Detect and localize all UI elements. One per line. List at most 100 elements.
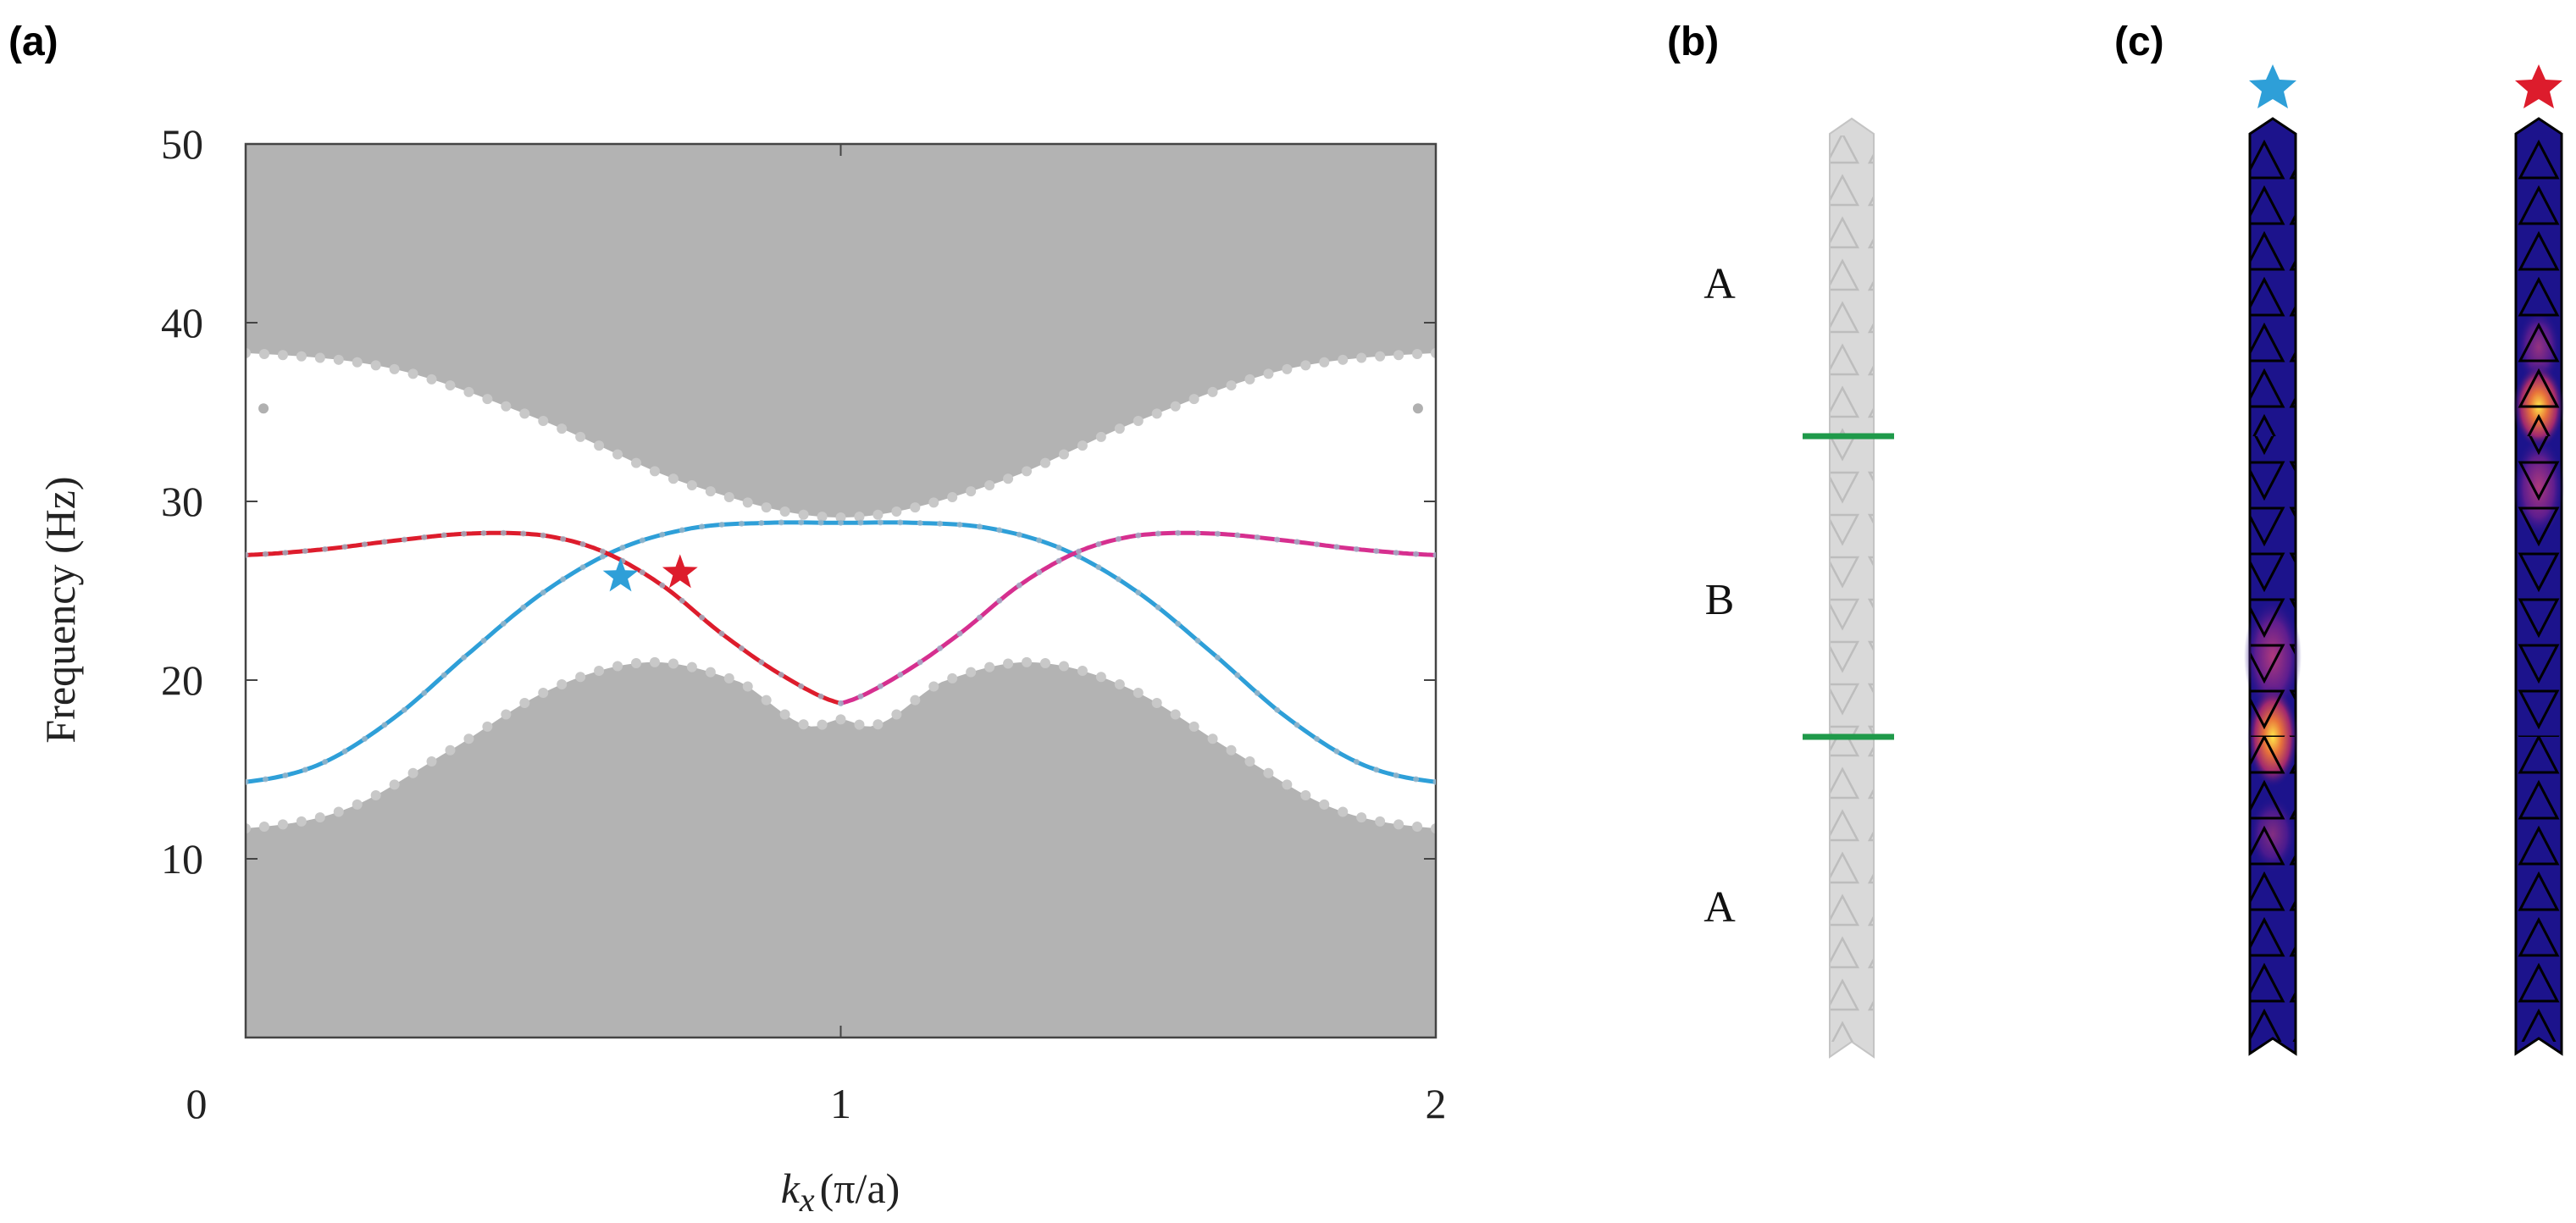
band-edge-dot — [705, 667, 716, 678]
series-point — [341, 748, 348, 755]
series-point — [1016, 531, 1022, 538]
strip-lattice-bottom — [1831, 737, 1873, 1042]
band-edge-dot — [445, 380, 456, 391]
series-point — [1016, 582, 1022, 589]
segment-label-top: A — [1703, 260, 1736, 308]
series-point — [1036, 569, 1043, 576]
series-point — [956, 630, 963, 637]
band-edge-dot — [612, 449, 623, 460]
series-point — [480, 529, 487, 536]
series-point — [1234, 532, 1241, 539]
series-point — [738, 520, 745, 527]
series-point — [1194, 529, 1201, 536]
series-point — [1254, 689, 1260, 696]
series-point — [996, 597, 1003, 604]
series-point — [877, 519, 884, 526]
band-edge-dot — [1226, 744, 1237, 755]
band-edge-dot — [1188, 394, 1199, 405]
band-edge-dot — [575, 672, 586, 683]
band-edge-dot — [966, 667, 977, 678]
series-point — [401, 536, 407, 543]
band-edge-dot — [854, 512, 865, 523]
band-edge-dot — [501, 709, 512, 720]
band-edge-dot — [246, 347, 251, 358]
series-point — [639, 569, 645, 576]
series-point — [917, 520, 923, 527]
band-edge-dot — [798, 509, 809, 520]
series-point — [1036, 537, 1043, 544]
x-axis-title-paren: (π/a) — [820, 1165, 900, 1212]
series-point — [718, 630, 725, 637]
series-point — [1155, 530, 1161, 537]
series-point — [838, 519, 844, 526]
band-edge-dot — [519, 697, 530, 708]
lattice-blue-middle — [2251, 436, 2295, 737]
lattice-red-bottom — [2517, 737, 2561, 1042]
band-edge-dot — [314, 352, 325, 363]
band-edge-dot — [246, 823, 251, 834]
series-point — [798, 683, 805, 689]
axis-ticks: 10 20 30 40 50 0 1 2 — [161, 120, 1447, 1127]
star-markers — [602, 554, 698, 592]
lower-bulk-band — [246, 661, 1436, 1038]
band-edge-dot — [1133, 687, 1144, 698]
series-point — [838, 700, 844, 706]
band-edge-dot — [1263, 767, 1274, 778]
lower-band-edge-dots — [246, 656, 1436, 834]
band-edge-dot — [519, 408, 530, 419]
band-edge-dot — [966, 486, 977, 497]
series-point — [1234, 672, 1241, 678]
band-edge-dot — [407, 368, 418, 379]
supercell-strip: A B A — [1703, 117, 1894, 1059]
series-point — [322, 759, 329, 766]
series-point — [857, 693, 864, 700]
lattice-blue-bottom — [2251, 737, 2295, 1042]
band-edge-dot — [742, 681, 753, 692]
band-edge-dot — [928, 497, 939, 508]
bulk-bands — [246, 144, 1436, 1038]
band-edge-dot — [1300, 360, 1311, 371]
band-edge-dot — [910, 695, 921, 706]
band-edge-dot — [538, 687, 549, 698]
series-point — [461, 654, 468, 661]
panel-label-b: (b) — [1667, 19, 1719, 64]
band-edge-dot — [1282, 363, 1293, 374]
band-edge-dot — [557, 423, 568, 434]
band-edge-dot — [426, 755, 437, 766]
series-point — [1274, 536, 1281, 543]
series-point — [540, 532, 546, 539]
band-edge-dot — [1077, 665, 1088, 676]
series-point — [639, 537, 645, 544]
series-point — [362, 541, 368, 548]
series-point — [440, 672, 447, 678]
band-edge-dot — [1412, 349, 1423, 360]
band-edge-dot — [1151, 697, 1162, 708]
series-point — [699, 523, 706, 530]
series-point — [877, 683, 884, 689]
band-edge-dot — [984, 480, 995, 491]
series-point — [1353, 545, 1360, 552]
band-edge-dot — [984, 661, 995, 672]
series-point — [262, 776, 269, 783]
band-edge-dot — [1114, 678, 1125, 689]
series-point — [778, 672, 784, 678]
band-edge-dot — [277, 350, 288, 361]
y-tick-label: 30 — [161, 478, 203, 525]
x-axis-title-k: k — [781, 1165, 800, 1212]
band-edge-dot — [723, 491, 734, 502]
series-point — [1333, 748, 1340, 755]
band-edge-dot — [1393, 819, 1404, 830]
band-edge-dot — [947, 491, 958, 502]
series-point — [679, 527, 685, 534]
series-point — [579, 564, 586, 571]
series-point — [1274, 706, 1281, 713]
series-point — [1214, 654, 1221, 661]
band-edge-dot — [1077, 440, 1088, 451]
series-point — [421, 689, 428, 696]
series-point — [659, 531, 666, 538]
series-point — [897, 672, 904, 678]
series-point — [579, 541, 586, 548]
edge-mode-series — [246, 519, 1436, 785]
lattice-blue-top — [2251, 136, 2295, 436]
